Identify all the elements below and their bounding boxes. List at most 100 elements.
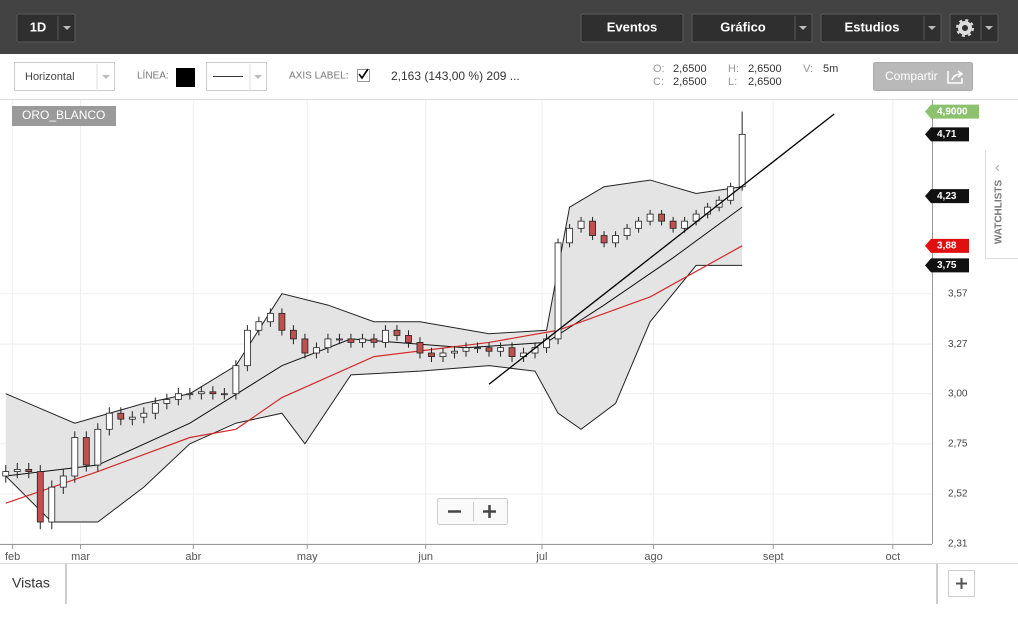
price-tag-label: 4,23 [937, 191, 957, 202]
quote-panel: O: 2,6500 H: 2,6500 V: 5m C: 2,6500 L: 2,6500 [653, 63, 838, 88]
orientation-label: Horizontal [25, 71, 75, 83]
line-color-swatch[interactable] [176, 68, 195, 87]
candle-body [646, 213, 654, 222]
price-tag-label: 3,88 [937, 240, 957, 251]
candle-body [623, 227, 631, 236]
candle-body [577, 220, 585, 229]
gear-icon [956, 19, 974, 37]
dropdown-arrow [63, 26, 71, 30]
quote-key: H: [728, 63, 739, 75]
button-label: Estudios [845, 19, 900, 34]
candle-body [370, 338, 378, 343]
y-tick-label: 2,75 [948, 438, 968, 449]
candle-body [692, 213, 700, 222]
button-label: Eventos [607, 19, 658, 34]
studies-button[interactable] [820, 13, 942, 43]
interval-button[interactable] [16, 13, 76, 43]
candle-body [451, 350, 458, 354]
candle-body [336, 338, 343, 341]
price-tag [925, 189, 969, 204]
candle-body [497, 347, 504, 352]
quote-key: V: [803, 63, 813, 75]
candle-body [301, 338, 309, 354]
chart-button[interactable] [691, 13, 813, 43]
candle-body [416, 342, 424, 354]
candle-body [554, 242, 562, 340]
candle-body [2, 471, 10, 477]
x-tick-label: feb [5, 551, 20, 563]
dropdown-arrow [799, 26, 807, 30]
zoom-in-icon[interactable] [483, 505, 496, 518]
candle-body [382, 329, 389, 343]
candle-body [474, 347, 481, 350]
quote-value: 2,6500 [748, 76, 782, 88]
candle-body [278, 312, 286, 331]
candle-body [428, 352, 435, 358]
x-tick-label: oct [886, 551, 901, 563]
candle-body [738, 133, 746, 188]
x-tick-label: abr [185, 551, 201, 563]
price-tag-label: 3,75 [937, 260, 957, 271]
quote-key: L: [728, 76, 737, 88]
chart: 2,31 2,52 2,75 3,00 3,27 3,57 feb mar abr may jun j… [0, 100, 979, 563]
candle-body [508, 347, 516, 358]
candle-body [209, 391, 217, 395]
candle-body [439, 352, 447, 358]
y-tick-label: 2,52 [948, 489, 968, 500]
share-label: Compartir [885, 69, 938, 83]
candle-body [243, 329, 251, 367]
candle-body [13, 469, 21, 472]
price-tag [925, 238, 969, 253]
candle-body [393, 329, 401, 336]
symbol-badge [12, 106, 116, 126]
watchlists-tab[interactable]: WATCHLISTS [994, 180, 1005, 245]
candle-body [290, 329, 297, 340]
lower-band [5, 264, 743, 523]
moving-average [5, 245, 743, 504]
candle-body [186, 393, 194, 396]
quote-value: 2,6500 [748, 63, 782, 75]
candle-body [94, 428, 102, 466]
quote-key: O: [653, 63, 665, 75]
candle-body [324, 338, 332, 349]
candle-body [612, 235, 619, 244]
candle-body [163, 399, 171, 404]
checkmark [358, 68, 369, 80]
candle-body [151, 402, 159, 414]
candle-body [635, 220, 642, 229]
events-button[interactable] [580, 13, 684, 43]
candle-body [128, 416, 136, 420]
candle-body [36, 471, 44, 523]
x-tick-label: may [297, 551, 318, 563]
candle-body [117, 412, 125, 420]
button-label: Gráfico [720, 19, 766, 34]
trendline [488, 113, 835, 385]
orientation-dropdown[interactable] [14, 62, 115, 91]
collapse-arrow[interactable] [995, 164, 1000, 172]
candle-body [313, 347, 320, 354]
candle-body [71, 437, 79, 477]
candle-body [266, 312, 274, 323]
candle-body [600, 235, 608, 244]
price-tag [925, 258, 969, 273]
candle-body [105, 412, 113, 430]
candle-body [174, 393, 182, 400]
price-tag-label: 4,9000 [937, 106, 968, 117]
candle-body [220, 393, 228, 396]
price-tag [925, 104, 979, 119]
views-label: Vistas [12, 575, 50, 591]
dropdown-arrow [985, 26, 993, 30]
dropdown-arrow [928, 26, 936, 30]
candle-body [59, 475, 67, 488]
views-tab[interactable] [0, 564, 66, 604]
dropdown-arrow [102, 75, 110, 79]
y-tick-label: 3,27 [948, 339, 968, 350]
candle-body [405, 335, 412, 343]
candle-body [658, 213, 666, 222]
candle-body [48, 486, 56, 523]
candle-body [589, 220, 596, 236]
candle-body [140, 412, 148, 418]
x-tick-label: sept [763, 551, 784, 563]
plus-icon [956, 578, 967, 589]
